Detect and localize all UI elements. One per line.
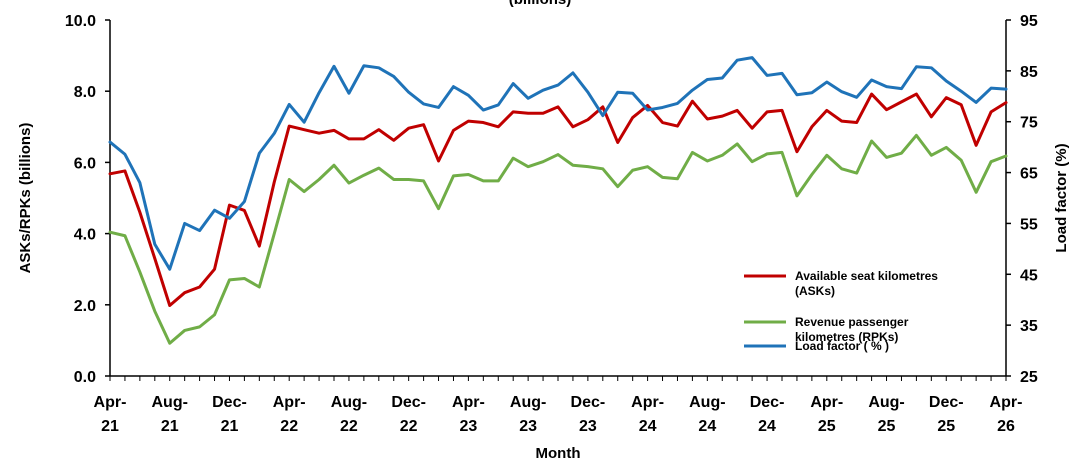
x-axis-title: Month bbox=[536, 445, 581, 462]
legend: Available seat kilometres(ASKs) Revenue p… bbox=[744, 269, 938, 353]
right-tick-label: 55 bbox=[1020, 216, 1038, 233]
x-tick-label-year: 21 bbox=[161, 418, 179, 435]
legend-label: Load factor ( % ) bbox=[795, 339, 889, 353]
x-tick-label-year: 24 bbox=[639, 418, 657, 435]
legend-label: Revenue passenger bbox=[795, 315, 909, 329]
right-tick-label: 95 bbox=[1020, 13, 1038, 30]
x-axis-tick-labels: Apr- 21 Aug- 21 Dec- 21 Apr- 22 Aug- 22 Dec- 22 Apr-… bbox=[94, 394, 1023, 435]
x-tick-label-month: Dec- bbox=[391, 394, 426, 411]
x-tick-label-year: 25 bbox=[818, 418, 836, 435]
x-tick-label-year: 21 bbox=[221, 418, 239, 435]
x-tick-label-year: 23 bbox=[519, 418, 537, 435]
right-axis-tick-labels: 25 35 45 55 65 75 85 95 bbox=[1020, 13, 1038, 386]
tick-marks bbox=[105, 19, 1011, 381]
left-tick-label: 10.0 bbox=[65, 13, 96, 30]
x-tick-label-year: 26 bbox=[997, 418, 1015, 435]
x-tick-label-year: 23 bbox=[579, 418, 597, 435]
x-tick-label-year: 24 bbox=[698, 418, 716, 435]
x-tick-label-month: Apr- bbox=[452, 394, 485, 411]
left-tick-label: 2.0 bbox=[74, 298, 96, 315]
x-tick-label-month: Apr- bbox=[273, 394, 306, 411]
x-tick-label-year: 25 bbox=[878, 418, 896, 435]
x-tick-label-month: Aug- bbox=[868, 394, 904, 411]
series-lines bbox=[108, 56, 1008, 345]
x-tick-label-month: Apr- bbox=[990, 394, 1023, 411]
x-tick-label-year: 22 bbox=[340, 418, 358, 435]
series-line-2 bbox=[108, 56, 1008, 271]
left-tick-label: 8.0 bbox=[74, 84, 96, 101]
left-axis-tick-labels: 0.0 2.0 4.0 6.0 8.0 10.0 bbox=[65, 13, 96, 386]
x-tick-label-year: 24 bbox=[758, 418, 776, 435]
right-tick-label: 35 bbox=[1020, 318, 1038, 335]
x-tick-label-year: 22 bbox=[400, 418, 418, 435]
x-tick-label-month: Apr- bbox=[810, 394, 843, 411]
right-tick-label: 65 bbox=[1020, 166, 1038, 183]
left-tick-label: 6.0 bbox=[74, 155, 96, 172]
x-tick-label-year: 21 bbox=[101, 418, 119, 435]
x-tick-label-month: Aug- bbox=[689, 394, 725, 411]
x-tick-label-month: Dec- bbox=[212, 394, 247, 411]
legend-label: (ASKs) bbox=[795, 284, 835, 298]
x-tick-label-month: Apr- bbox=[94, 394, 127, 411]
x-tick-label-month: Aug- bbox=[152, 394, 188, 411]
right-tick-label: 85 bbox=[1020, 64, 1038, 81]
series-line-0 bbox=[108, 92, 1008, 308]
x-tick-label-month: Aug- bbox=[331, 394, 367, 411]
legend-label: kilometres (RPKs) bbox=[795, 330, 898, 344]
x-tick-label-month: Apr- bbox=[631, 394, 664, 411]
chart-title: (billions) bbox=[509, 0, 572, 8]
legend-label: Available seat kilometres bbox=[795, 269, 938, 283]
x-tick-label-month: Dec- bbox=[929, 394, 964, 411]
left-axis-title: ASKs/RPKs (billions) bbox=[17, 123, 34, 274]
x-tick-label-month: Aug- bbox=[510, 394, 546, 411]
left-tick-label: 4.0 bbox=[74, 227, 96, 244]
x-tick-label-year: 22 bbox=[280, 418, 298, 435]
left-tick-label: 0.0 bbox=[74, 369, 96, 386]
right-tick-label: 45 bbox=[1020, 267, 1038, 284]
x-tick-label-year: 23 bbox=[460, 418, 478, 435]
x-tick-label-month: Dec- bbox=[571, 394, 606, 411]
right-axis-title: Load factor (%) bbox=[1053, 143, 1070, 252]
x-tick-label-month: Dec- bbox=[750, 394, 785, 411]
right-tick-label: 25 bbox=[1020, 369, 1038, 386]
series-line-1 bbox=[108, 133, 1008, 345]
right-tick-label: 75 bbox=[1020, 115, 1038, 132]
x-tick-label-year: 25 bbox=[937, 418, 955, 435]
